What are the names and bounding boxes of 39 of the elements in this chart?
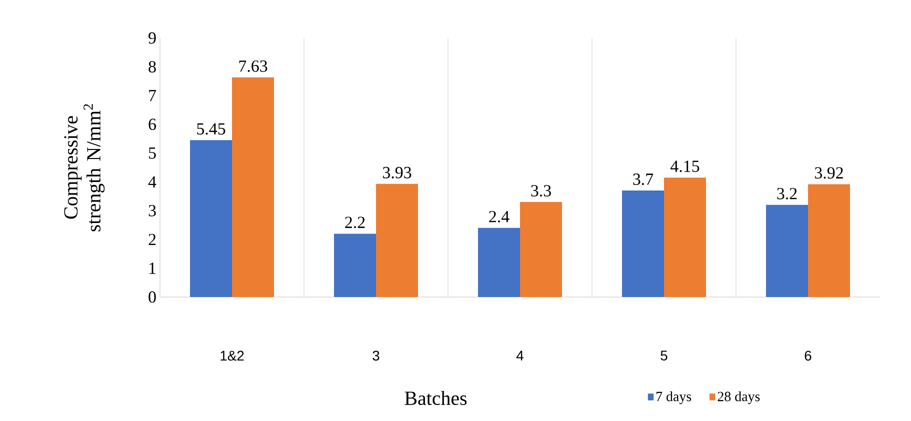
- y-tick-label: 4: [148, 176, 156, 188]
- data-label: 2.4: [489, 210, 510, 222]
- y-tick-label: 9: [148, 32, 156, 44]
- y-tick-label: 1: [149, 262, 156, 274]
- data-label: 2.2: [345, 216, 365, 228]
- x-tick-label: 6: [804, 350, 812, 361]
- bar: [334, 234, 376, 297]
- y-tick-label: 0: [148, 291, 156, 303]
- bar: [766, 204, 808, 297]
- data-label: 3.7: [633, 174, 654, 186]
- data-label: 3.92: [814, 167, 843, 179]
- x-tick-label: 4: [516, 350, 524, 360]
- y-tick-label: 5: [148, 147, 156, 159]
- bar: [478, 228, 520, 297]
- y-axis-title: Compressive strength N/mm$^{2}$: [64, 104, 105, 232]
- data-label: 4.15: [670, 160, 700, 172]
- bar: [664, 178, 706, 297]
- bar: [376, 184, 418, 297]
- y-tick-label: 7: [149, 90, 156, 102]
- x-tick-label: 5: [660, 350, 668, 361]
- y-tick-label: 3: [148, 204, 156, 216]
- data-label: 3.3: [531, 185, 551, 197]
- legend-label: 28 days: [718, 391, 760, 404]
- bar: [520, 202, 562, 297]
- data-label: 7.63: [239, 60, 268, 72]
- y-tick-label: 6: [148, 118, 156, 130]
- bar: [808, 184, 850, 297]
- data-label: 3.93: [382, 166, 412, 178]
- y-tick-label: 2: [148, 234, 156, 246]
- bar: [622, 190, 664, 297]
- x-tick-label: 1&2: [220, 350, 244, 361]
- bar: [190, 140, 232, 297]
- x-tick-label: 3: [372, 350, 380, 361]
- bar: [232, 77, 274, 297]
- data-label: 3.2: [777, 188, 797, 200]
- data-label: 5.45: [197, 123, 226, 135]
- legend-label: 7 days: [656, 391, 692, 404]
- x-axis-title: Batches: [404, 390, 467, 406]
- y-tick-label: 8: [148, 61, 156, 72]
